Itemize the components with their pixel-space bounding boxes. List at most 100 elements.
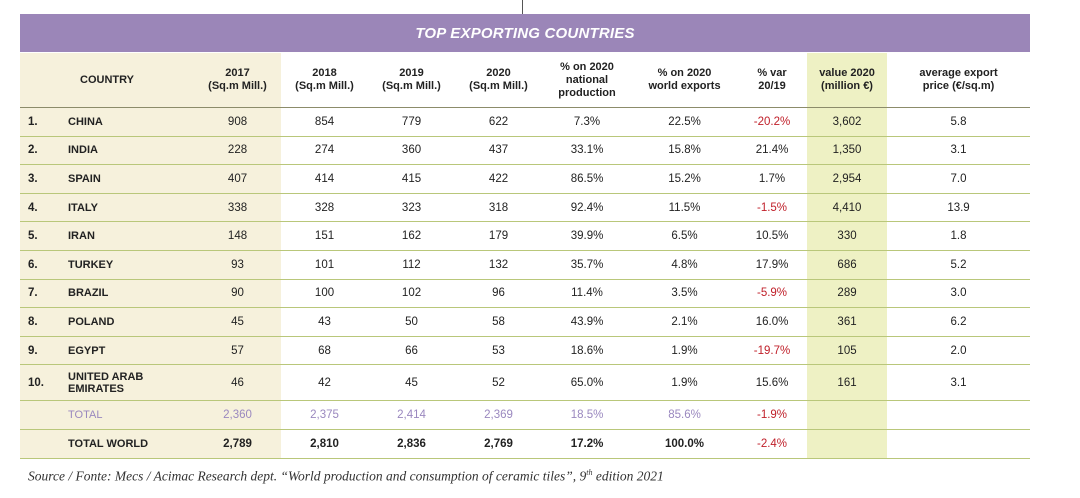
row-price: 5.2 bbox=[887, 250, 1031, 280]
source-text: Source / Fonte: Mecs / Acimac Research d… bbox=[28, 468, 587, 484]
row-2019: 112 bbox=[368, 250, 456, 280]
total-2020: 2,369 bbox=[455, 400, 543, 430]
header-price: average export price (€/sq.m) bbox=[887, 53, 1031, 108]
row-2017: 148 bbox=[194, 221, 282, 251]
header-row: COUNTRY 2017 (Sq.m Mill.) 2018 (Sq.m Mil… bbox=[20, 53, 1031, 108]
row-value: 289 bbox=[807, 279, 888, 309]
row-country: CHINA bbox=[64, 107, 195, 137]
total-world-row: TOTAL WORLD 2,789 2,810 2,836 2,769 17.2… bbox=[20, 429, 1031, 459]
row-2018: 854 bbox=[281, 107, 369, 137]
row-price: 6.2 bbox=[887, 307, 1031, 337]
row-country: INDIA bbox=[64, 136, 195, 166]
row-pct-national: 43.9% bbox=[542, 307, 633, 337]
row-var: 17.9% bbox=[737, 250, 808, 280]
row-2019: 66 bbox=[368, 336, 456, 366]
row-rank: 7. bbox=[20, 279, 64, 309]
row-rank: 4. bbox=[20, 193, 64, 223]
row-2018: 328 bbox=[281, 193, 369, 223]
world-var: -2.4% bbox=[737, 429, 808, 459]
row-value: 105 bbox=[807, 336, 888, 366]
row-2018: 101 bbox=[281, 250, 369, 280]
row-price: 2.0 bbox=[887, 336, 1031, 366]
header-pct-national: % on 2020 national production bbox=[542, 53, 633, 108]
row-2020: 622 bbox=[455, 107, 543, 137]
row-2020: 422 bbox=[455, 164, 543, 194]
row-pct-national: 39.9% bbox=[542, 221, 633, 251]
row-2017: 46 bbox=[194, 364, 282, 402]
header-2017: 2017 (Sq.m Mill.) bbox=[194, 53, 282, 108]
row-2020: 53 bbox=[455, 336, 543, 366]
total-label: TOTAL bbox=[64, 400, 195, 430]
row-2018: 68 bbox=[281, 336, 369, 366]
row-2018: 151 bbox=[281, 221, 369, 251]
row-pct-world: 22.5% bbox=[632, 107, 738, 137]
exporting-countries-table: COUNTRY 2017 (Sq.m Mill.) 2018 (Sq.m Mil… bbox=[20, 53, 1031, 459]
world-2020: 2,769 bbox=[455, 429, 543, 459]
row-2019: 162 bbox=[368, 221, 456, 251]
source-superscript: th bbox=[586, 468, 593, 477]
table-row: 7. BRAZIL 90 100 102 96 11.4% 3.5% -5.9%… bbox=[20, 279, 1031, 309]
row-rank: 10. bbox=[20, 364, 64, 402]
row-2018: 274 bbox=[281, 136, 369, 166]
row-country: TURKEY bbox=[64, 250, 195, 280]
row-rank: 1. bbox=[20, 107, 64, 137]
table-title: TOP EXPORTING COUNTRIES bbox=[20, 14, 1030, 52]
row-pct-national: 65.0% bbox=[542, 364, 633, 402]
world-2018: 2,810 bbox=[281, 429, 369, 459]
row-rank: 2. bbox=[20, 136, 64, 166]
source-caption: Source / Fonte: Mecs / Acimac Research d… bbox=[28, 468, 664, 485]
row-value: 1,350 bbox=[807, 136, 888, 166]
row-2017: 90 bbox=[194, 279, 282, 309]
row-pct-national: 33.1% bbox=[542, 136, 633, 166]
table-row: 3. SPAIN 407 414 415 422 86.5% 15.2% 1.7… bbox=[20, 164, 1031, 194]
row-pct-world: 2.1% bbox=[632, 307, 738, 337]
row-var: 1.7% bbox=[737, 164, 808, 194]
table-row: 10. UNITED ARAB EMIRATES 46 42 45 52 65.… bbox=[20, 364, 1031, 402]
total-2017: 2,360 bbox=[194, 400, 282, 430]
table-row: 1. CHINA 908 854 779 622 7.3% 22.5% -20.… bbox=[20, 107, 1031, 137]
row-rank: 9. bbox=[20, 336, 64, 366]
row-price: 3.1 bbox=[887, 136, 1031, 166]
row-2018: 42 bbox=[281, 364, 369, 402]
row-2017: 338 bbox=[194, 193, 282, 223]
header-pct-world: % on 2020 world exports bbox=[632, 53, 738, 108]
row-2020: 318 bbox=[455, 193, 543, 223]
row-2019: 45 bbox=[368, 364, 456, 402]
row-2017: 908 bbox=[194, 107, 282, 137]
row-value: 3,602 bbox=[807, 107, 888, 137]
table-row: 6. TURKEY 93 101 112 132 35.7% 4.8% 17.9… bbox=[20, 250, 1031, 280]
table-row: 5. IRAN 148 151 162 179 39.9% 6.5% 10.5%… bbox=[20, 221, 1031, 251]
row-pct-world: 1.9% bbox=[632, 336, 738, 366]
row-value: 161 bbox=[807, 364, 888, 402]
row-pct-world: 6.5% bbox=[632, 221, 738, 251]
table-row: 4. ITALY 338 328 323 318 92.4% 11.5% -1.… bbox=[20, 193, 1031, 223]
row-var: 16.0% bbox=[737, 307, 808, 337]
row-pct-world: 11.5% bbox=[632, 193, 738, 223]
row-country: ITALY bbox=[64, 193, 195, 223]
row-var: -5.9% bbox=[737, 279, 808, 309]
row-2020: 96 bbox=[455, 279, 543, 309]
row-country: EGYPT bbox=[64, 336, 195, 366]
header-2020: 2020 (Sq.m Mill.) bbox=[455, 53, 543, 108]
row-rank: 6. bbox=[20, 250, 64, 280]
table-row: 2. INDIA 228 274 360 437 33.1% 15.8% 21.… bbox=[20, 136, 1031, 166]
total-var: -1.9% bbox=[737, 400, 808, 430]
header-2018: 2018 (Sq.m Mill.) bbox=[281, 53, 369, 108]
row-value: 686 bbox=[807, 250, 888, 280]
world-pct-national: 17.2% bbox=[542, 429, 633, 459]
source-edition: edition 2021 bbox=[592, 468, 664, 484]
row-2019: 779 bbox=[368, 107, 456, 137]
row-2019: 360 bbox=[368, 136, 456, 166]
row-pct-national: 86.5% bbox=[542, 164, 633, 194]
row-2020: 179 bbox=[455, 221, 543, 251]
row-country: IRAN bbox=[64, 221, 195, 251]
row-2017: 407 bbox=[194, 164, 282, 194]
row-2020: 52 bbox=[455, 364, 543, 402]
header-2019: 2019 (Sq.m Mill.) bbox=[368, 53, 456, 108]
row-2019: 323 bbox=[368, 193, 456, 223]
row-var: -1.5% bbox=[737, 193, 808, 223]
row-value: 2,954 bbox=[807, 164, 888, 194]
row-price: 7.0 bbox=[887, 164, 1031, 194]
row-pct-world: 1.9% bbox=[632, 364, 738, 402]
